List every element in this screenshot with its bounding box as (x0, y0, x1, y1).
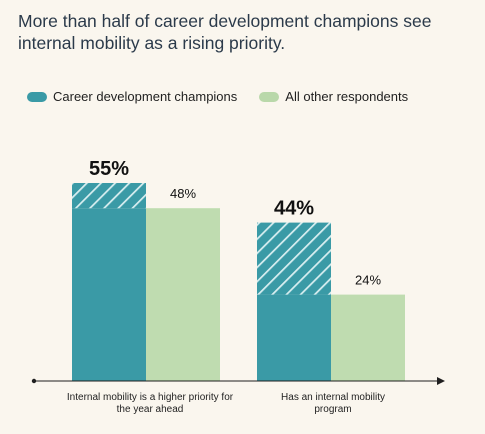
bar-champions-solid-1 (72, 208, 146, 381)
bar-champions-solid-2 (257, 294, 331, 381)
x-axis-arrow-icon (437, 377, 445, 385)
legend-item-champions: Career development champions (27, 89, 237, 104)
legend-label-others: All other respondents (285, 89, 409, 104)
legend-label-champions: Career development champions (53, 89, 238, 104)
bar-champions-increment-2 (257, 222, 331, 295)
data-label-others-1: 48% (170, 186, 196, 201)
bar-others-2 (331, 294, 405, 381)
category-label-2: Has an internal mobility program (281, 392, 385, 415)
legend-item-others: All other respondents (259, 89, 408, 104)
bar-others-1 (146, 208, 220, 381)
x-axis-start-dot (31, 378, 37, 384)
data-label-champions-2: 44% (274, 198, 314, 220)
chart-title: More than half of career development cha… (18, 11, 432, 53)
data-label-others-2: 24% (355, 273, 381, 288)
bar-champions-increment-1 (72, 183, 146, 209)
legend-swatch-champions (27, 91, 47, 102)
legend: Career development champions All other r… (27, 89, 430, 104)
data-label-champions-1: 55% (89, 158, 129, 180)
category-label-1: Internal mobility is a higher priority f… (67, 392, 234, 415)
legend-swatch-others (259, 91, 280, 102)
